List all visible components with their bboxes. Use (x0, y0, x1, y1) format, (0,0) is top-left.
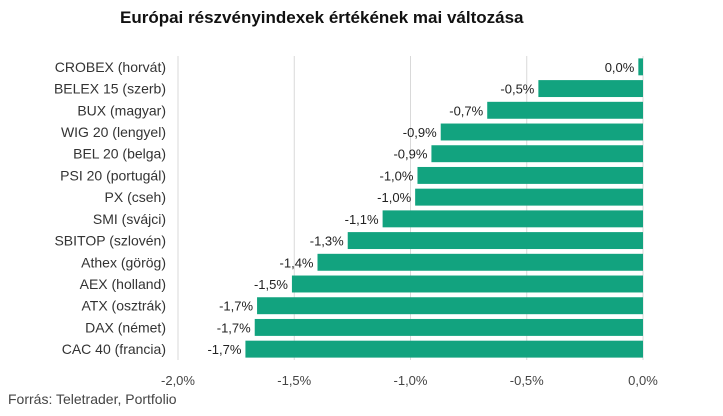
data-label: -0,7% (449, 103, 483, 118)
x-tick-label: -1,0% (394, 373, 428, 388)
bar (291, 275, 643, 293)
bar (254, 318, 643, 336)
bar (487, 101, 643, 119)
category-label: AEX (holland) (80, 276, 166, 292)
bar (638, 58, 643, 76)
bar (417, 166, 643, 184)
x-tick-label: -0,5% (510, 373, 544, 388)
x-axis-ticks: -2,0% -1,5% -1,0% -0,5% 0,0% (161, 373, 658, 388)
category-labels: CROBEX (horvát) BELEX 15 (szerb) BUX (magy… (54, 59, 166, 357)
category-label: SMI (svájci) (93, 211, 166, 227)
data-label: -1,7% (217, 320, 251, 335)
category-label: SBITOP (szlovén) (54, 233, 166, 249)
gridlines (177, 56, 644, 360)
chart-title: Európai részvényindexek értékének mai vá… (120, 8, 524, 27)
bar (347, 232, 643, 250)
category-label: ATX (osztrák) (81, 298, 166, 314)
data-label: 0,0% (605, 60, 635, 75)
bar (431, 145, 643, 163)
category-label: PSI 20 (portugál) (60, 167, 166, 183)
bars (245, 58, 644, 358)
bar (257, 297, 643, 315)
category-label: CROBEX (horvát) (55, 59, 166, 75)
category-label: CAC 40 (francia) (62, 341, 166, 357)
category-label: Athex (görög) (81, 254, 166, 270)
source-note: Forrás: Teletrader, Portfolio (8, 391, 177, 407)
category-label: BELEX 15 (szerb) (54, 81, 166, 97)
category-label: PX (cseh) (105, 189, 166, 205)
x-tick-label: -2,0% (161, 373, 195, 388)
data-label: -0,5% (500, 82, 534, 97)
bar (415, 188, 643, 206)
bar (538, 80, 643, 98)
data-labels: 0,0%-0,5%-0,7%-0,9%-0,9%-1,0%-1,0%-1,1%-… (207, 60, 634, 357)
data-label: -1,0% (380, 168, 414, 183)
data-label: -1,4% (280, 255, 314, 270)
bar (245, 340, 644, 358)
category-label: WIG 20 (lengyel) (61, 124, 166, 140)
data-label: -1,7% (219, 299, 253, 314)
bar (317, 253, 643, 271)
data-label: -1,3% (310, 234, 344, 249)
bar (382, 210, 643, 228)
category-label: BUX (magyar) (77, 102, 166, 118)
data-label: -0,9% (393, 147, 427, 162)
bar (440, 123, 643, 141)
x-tick-label: 0,0% (628, 373, 658, 388)
data-label: -1,7% (207, 342, 241, 357)
data-label: -1,0% (377, 190, 411, 205)
data-label: -1,1% (345, 212, 379, 227)
data-label: -0,9% (403, 125, 437, 140)
category-label: DAX (német) (85, 319, 166, 335)
category-label: BEL 20 (belga) (73, 146, 166, 162)
data-label: -1,5% (254, 277, 288, 292)
x-tick-label: -1,5% (277, 373, 311, 388)
